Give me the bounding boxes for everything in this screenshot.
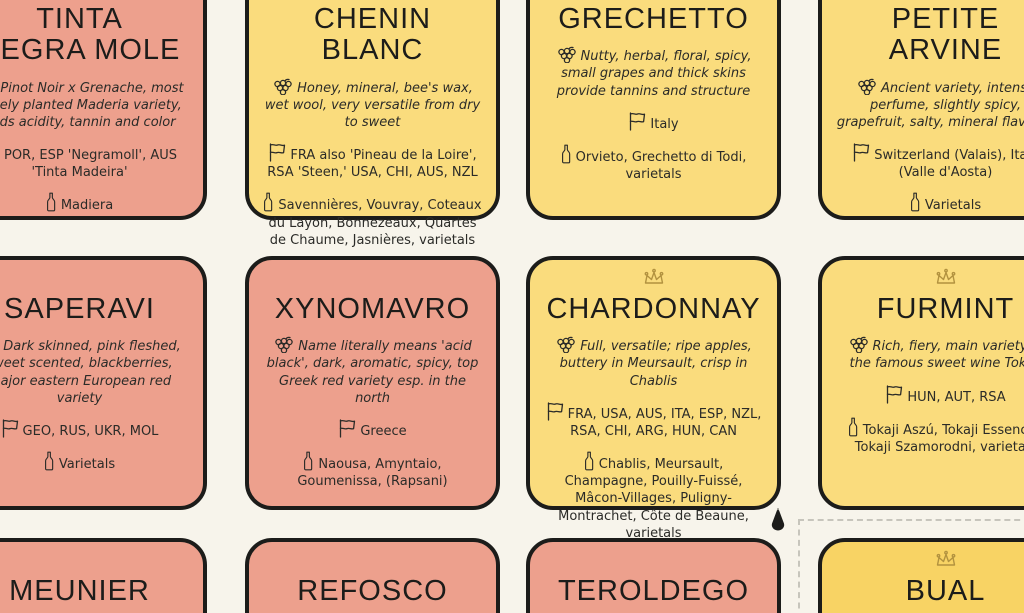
flag-icon [887,384,903,404]
card-title: GRECHETTO [558,3,749,35]
tasting-note: Name literally means 'acid black', dark,… [262,336,483,407]
countries-note: FRA also 'Pineau de la Loire', RSA 'Stee… [262,142,483,181]
card-title: FURMINT [876,293,1015,325]
wine-bottle-icon [264,192,273,212]
card-grechetto: GRECHETTO Nutty, herbal, floral, spicy, … [526,0,781,220]
card-refosco: REFOSCO [245,538,500,613]
wine-bottle-icon [848,417,857,437]
tasting-note: Full, versatile; ripe apples, buttery in… [543,336,764,389]
countries-note: Switzerland (Valais), Italy (Valle d'Aos… [835,142,1024,181]
wine-bottle-icon [584,451,593,471]
wine-bottle-icon [304,451,313,471]
card-meunier: MEUNIER [0,538,207,613]
countries-note: GEO, RUS, UKR, MOL [1,418,158,440]
countries-note: POR, ESP 'Negramoll', AUS 'Tinta Madeira… [3,148,177,181]
wines-note: Varietals [44,451,115,473]
card-chenin-blanc: CHENIN BLANC Honey, mineral, bee's wax, … [245,0,500,248]
grape-bunch-icon [849,337,868,354]
wines-note: Tokaji Aszú, Tokaji Essencia, Tokaji Sza… [835,417,1024,456]
wines-note: Orvieto, Grechetto di Todi, varietals [543,144,764,183]
countries-note: HUN, AUT, RSA [885,384,1006,406]
card-petite-arvine: PETITE ARVINE Ancient variety, intense p… [818,0,1024,220]
flag-icon [340,419,356,438]
card-title: TEROLDEGO [557,575,750,607]
tasting-note: Ancient variety, intense perfume, slight… [835,78,1024,131]
grape-bunch-icon [858,78,876,95]
flag-icon [270,143,286,162]
card-title: SAPERAVI [4,293,155,325]
countries-note: Italy [628,111,679,133]
wines-note: Savennières, Vouvray, Coteaux du Layon, … [262,192,483,248]
wines-note: Chablis, Meursault, Champagne, Pouilly-F… [543,451,764,542]
wine-bottle-icon [910,192,920,212]
flag-icon [630,112,646,131]
card-teroldego: TEROLDEGO [526,538,781,613]
card-title: XYNOMAVRO [274,293,471,325]
card-title: PETITE ARVINE [888,3,1003,67]
crown-icon [640,268,667,286]
tasting-note: Pinot Noir x Grenache, most widely plant… [0,80,184,130]
countries-note: FRA, USA, AUS, ITA, ESP, NZL, RSA, CHI, … [543,401,764,440]
flag-icon [854,143,870,162]
drop-icon [769,508,787,531]
wines-note: Madiera [46,192,113,214]
wine-bottle-icon [44,451,54,471]
tasting-note: Dark skinned, pink fleshed, sweet scente… [0,339,181,406]
card-title: CHARDONNAY [546,293,761,325]
grape-bunch-icon [274,78,292,95]
flag-icon [2,419,18,438]
tasting-note: Rich, fiery, main variety in the famous … [835,336,1024,372]
crown-icon [932,268,959,286]
card-bual: BUAL [818,538,1024,613]
wines-note: Varietals [910,192,981,214]
tasting-note: Honey, mineral, bee's wax, wet wool, ver… [262,78,483,131]
wine-bottle-icon [46,192,56,212]
wine-bottle-icon [561,144,570,164]
card-xynomavro: XYNOMAVRO Name literally means 'acid bla… [245,256,500,510]
card-title: TINTA NEGRA MOLE [0,3,181,67]
grape-bunch-icon [557,337,575,354]
fortified-section-dashed-border [798,519,1024,613]
card-furmint: FURMINT Rich, fiery, main variety in the… [818,256,1024,510]
card-title: MEUNIER [9,575,150,607]
card-tinta-negra-mole: TINTA NEGRA MOLE Pinot Noir x Grenache, … [0,0,207,220]
countries-note: Greece [338,418,407,440]
card-saperavi: SAPERAVI Dark skinned, pink fleshed, swe… [0,256,207,510]
card-title: CHENIN BLANC [313,3,432,67]
grape-bunch-icon [557,47,576,64]
card-title: BUAL [905,575,986,607]
grape-bunch-icon [275,337,294,354]
card-title: REFOSCO [297,575,448,607]
flag-icon [547,402,563,421]
tasting-note: Nutty, herbal, floral, spicy, small grap… [543,46,764,99]
wines-note: Naousa, Amyntaio, Goumenissa, (Rapsani) [262,451,483,490]
card-chardonnay: CHARDONNAY Full, versatile; ripe apples,… [526,256,781,541]
